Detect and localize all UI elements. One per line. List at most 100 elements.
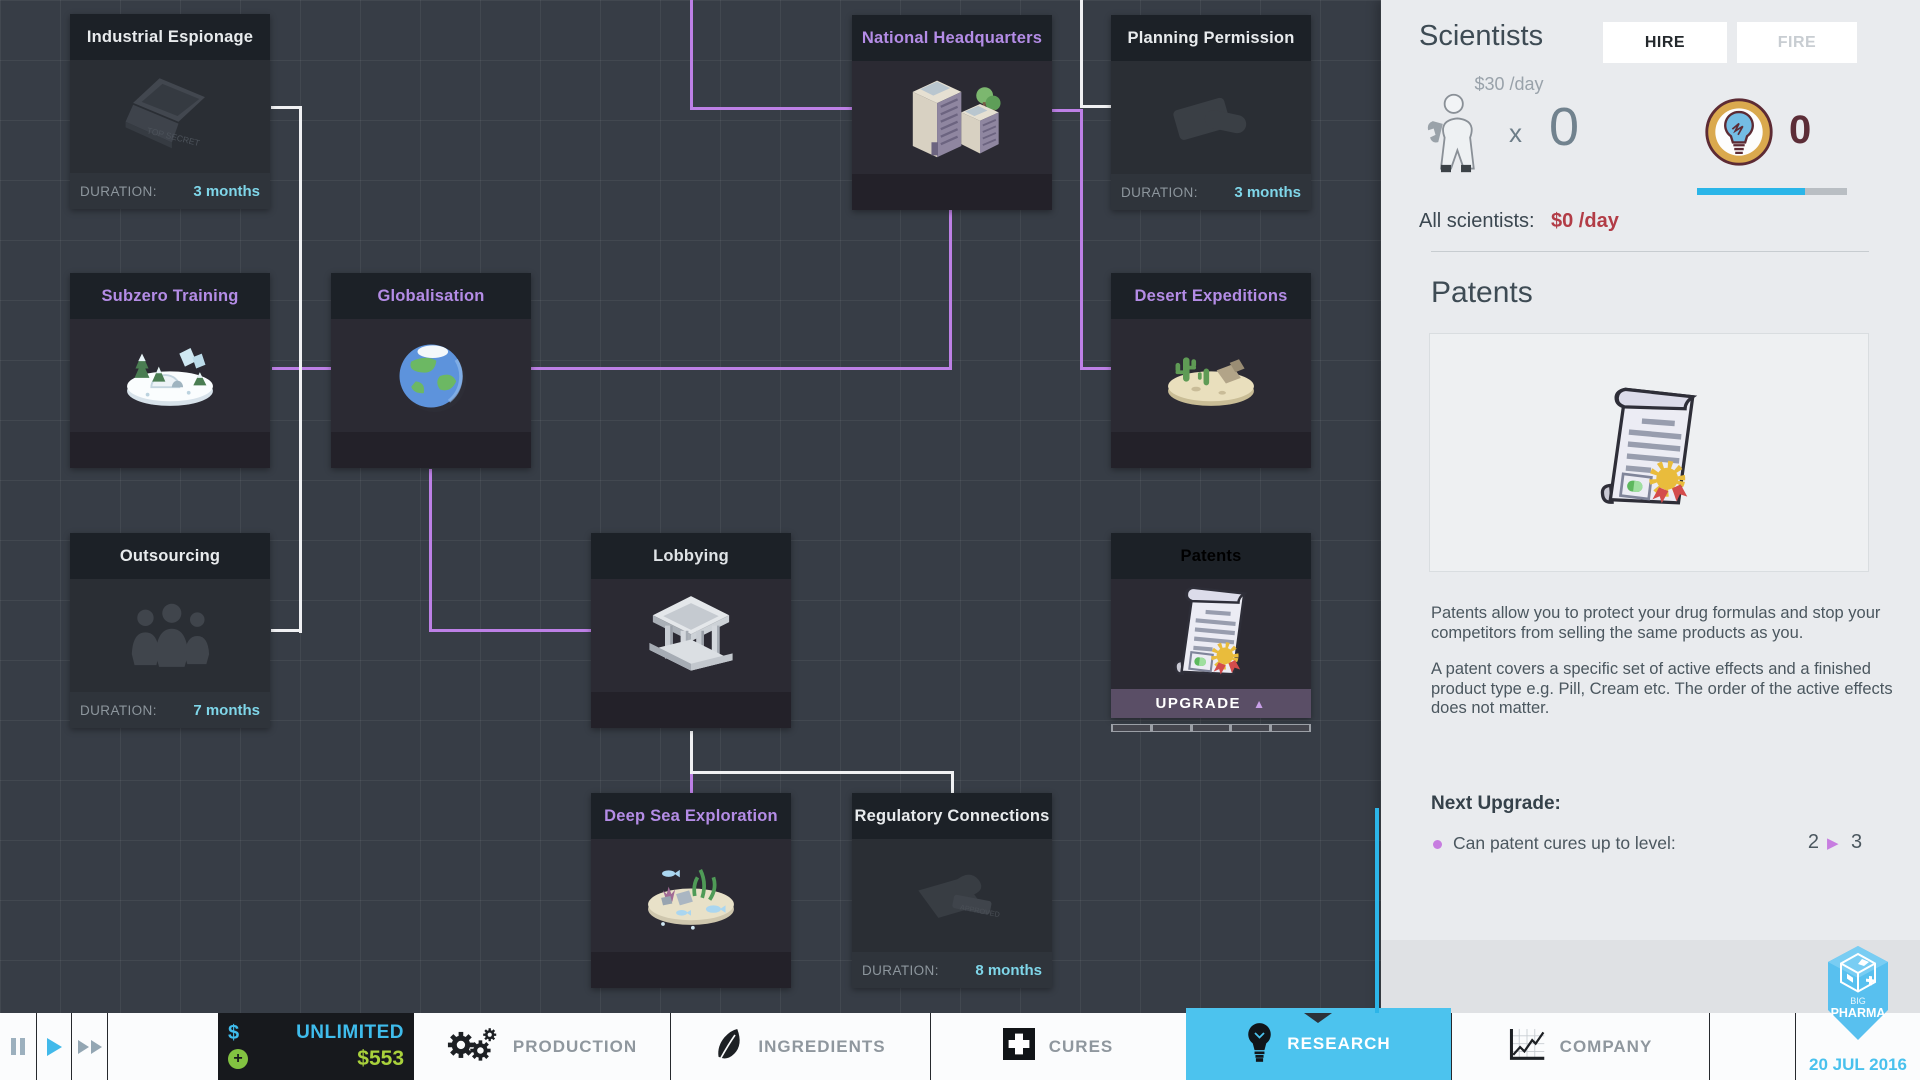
card-footer — [331, 432, 531, 468]
research-card-patents[interactable]: Patents UPGRADE ▲ — [1111, 533, 1311, 732]
card-footer — [591, 952, 791, 988]
connection-line — [951, 771, 954, 794]
tab-cures[interactable]: CURES — [930, 1013, 1186, 1080]
research-point-badge-icon — [1703, 96, 1775, 173]
money-panel: $ UNLIMITED + $553 — [218, 1013, 414, 1080]
tab-label: COMPANY — [1559, 1036, 1653, 1056]
workers-icon — [70, 579, 270, 692]
all-scientists-cost: $0 /day — [1551, 210, 1619, 232]
connection-line — [272, 367, 952, 370]
divider — [36, 1013, 37, 1080]
research-card-regulatory-connections[interactable]: Regulatory Connections APPROVED DURATION:… — [852, 793, 1052, 988]
tab-company[interactable]: COMPANY — [1451, 1013, 1709, 1080]
cash-value: $553 — [357, 1047, 404, 1070]
game-date: 20 JUL 2016 — [1809, 1055, 1907, 1074]
scientist-count: 0 — [1549, 97, 1580, 157]
card-title: National Headquarters — [852, 15, 1052, 61]
research-card-industrial-espionage[interactable]: Industrial Espionage TOP SECRET DURATION:… — [70, 14, 270, 209]
upgrade-arrow-icon: ▲ — [1253, 696, 1267, 711]
card-duration-strip: DURATION: 8 months — [852, 952, 1052, 988]
research-sidebar: Scientists HIRE FIRE $30 /day x 0 0 — [1381, 0, 1920, 1080]
patent-description-paragraph: A patent covers a specific set of active… — [1431, 660, 1893, 717]
card-footer — [1111, 432, 1311, 468]
patent-document-icon — [1589, 379, 1709, 526]
duration-value: 8 months — [975, 961, 1042, 979]
gears-icon — [447, 1024, 499, 1069]
tab-label: RESEARCH — [1287, 1034, 1391, 1053]
connection-line — [690, 107, 852, 110]
headquarters-icon — [852, 61, 1052, 174]
tab-ingredients[interactable]: INGREDIENTS — [670, 1013, 930, 1080]
card-footer — [591, 692, 791, 728]
divider — [1795, 1013, 1796, 1080]
research-card-subzero-training[interactable]: Subzero Training — [70, 273, 270, 468]
chart-icon — [1508, 1027, 1546, 1067]
research-tree-canvas[interactable]: Industrial Espionage TOP SECRET DURATION:… — [0, 0, 1381, 1013]
play-icon — [46, 1037, 62, 1056]
tab-label: PRODUCTION — [512, 1036, 638, 1056]
duration-value: 3 months — [193, 182, 260, 200]
fast-forward-button[interactable] — [72, 1013, 107, 1080]
all-scientists-label: All scientists: — [1419, 210, 1535, 232]
connection-line — [429, 629, 593, 632]
card-duration-strip: DURATION: 3 months — [1111, 174, 1311, 210]
snow-island-icon — [70, 319, 270, 432]
research-card-desert-expeditions[interactable]: Desert Expeditions — [1111, 273, 1311, 468]
hire-button[interactable]: HIRE — [1603, 22, 1727, 63]
active-tab-notch — [1304, 1013, 1332, 1023]
connection-line — [690, 731, 693, 774]
connection-line — [690, 771, 954, 774]
upgrade-progress-segments — [1111, 724, 1311, 732]
divider — [71, 1013, 72, 1080]
play-button[interactable] — [37, 1013, 71, 1080]
tab-label: INGREDIENTS — [758, 1036, 886, 1056]
duration-value: 7 months — [193, 701, 260, 719]
planning-icon — [1111, 61, 1311, 174]
research-card-lobbying[interactable]: Lobbying — [591, 533, 791, 728]
research-card-deep-sea-exploration[interactable]: Deep Sea Exploration — [591, 793, 791, 988]
connection-line — [429, 469, 432, 632]
research-card-globalisation[interactable]: Globalisation — [331, 273, 531, 468]
card-footer — [70, 432, 270, 468]
connection-line — [949, 209, 952, 370]
card-duration-strip: DURATION: 3 months — [70, 173, 270, 209]
research-card-planning-permission[interactable]: Planning Permission DURATION: 3 months — [1111, 15, 1311, 210]
research-card-national-headquarters[interactable]: National Headquarters — [852, 15, 1052, 210]
card-title: Planning Permission — [1111, 15, 1311, 61]
connection-line — [271, 629, 302, 632]
divider — [930, 1013, 931, 1080]
tab-production[interactable]: PRODUCTION — [414, 1013, 670, 1080]
duration-value: 3 months — [1234, 183, 1301, 201]
card-title: Industrial Espionage — [70, 14, 270, 60]
scientist-icon — [1423, 92, 1479, 179]
patent-description: Patents allow you to protect your drug f… — [1431, 604, 1893, 719]
card-title: Lobbying — [591, 533, 791, 579]
connection-line — [271, 106, 302, 109]
card-title: Regulatory Connections — [852, 793, 1052, 839]
laptop-icon: TOP SECRET — [70, 60, 270, 173]
bullet-dot — [1433, 840, 1442, 849]
courthouse-icon — [591, 579, 791, 692]
fire-button[interactable]: FIRE — [1737, 22, 1857, 63]
card-title: Globalisation — [331, 273, 531, 319]
divider — [1431, 251, 1869, 252]
tab-label: CURES — [1048, 1036, 1114, 1056]
desert-island-icon — [1111, 319, 1311, 432]
card-title: Patents — [1111, 533, 1311, 579]
connection-line — [1080, 105, 1113, 108]
upgrade-button[interactable]: UPGRADE ▲ — [1111, 689, 1311, 718]
card-title: Subzero Training — [70, 273, 270, 319]
card-title: Deep Sea Exploration — [591, 793, 791, 839]
connection-line — [1052, 109, 1083, 112]
panel-accent-line — [1375, 808, 1379, 1013]
logo-line2-text: PHARMA — [1831, 1006, 1886, 1020]
connection-line — [1080, 0, 1083, 107]
patents-section-title: Patents — [1431, 276, 1533, 309]
research-card-outsourcing[interactable]: Outsourcing DURATION: 7 months — [70, 533, 270, 728]
pause-button[interactable] — [0, 1013, 36, 1080]
patent-illustration-box — [1429, 333, 1869, 572]
globe-icon — [331, 319, 531, 432]
upgrade-label: UPGRADE — [1155, 695, 1242, 712]
add-money-icon: + — [228, 1049, 248, 1069]
